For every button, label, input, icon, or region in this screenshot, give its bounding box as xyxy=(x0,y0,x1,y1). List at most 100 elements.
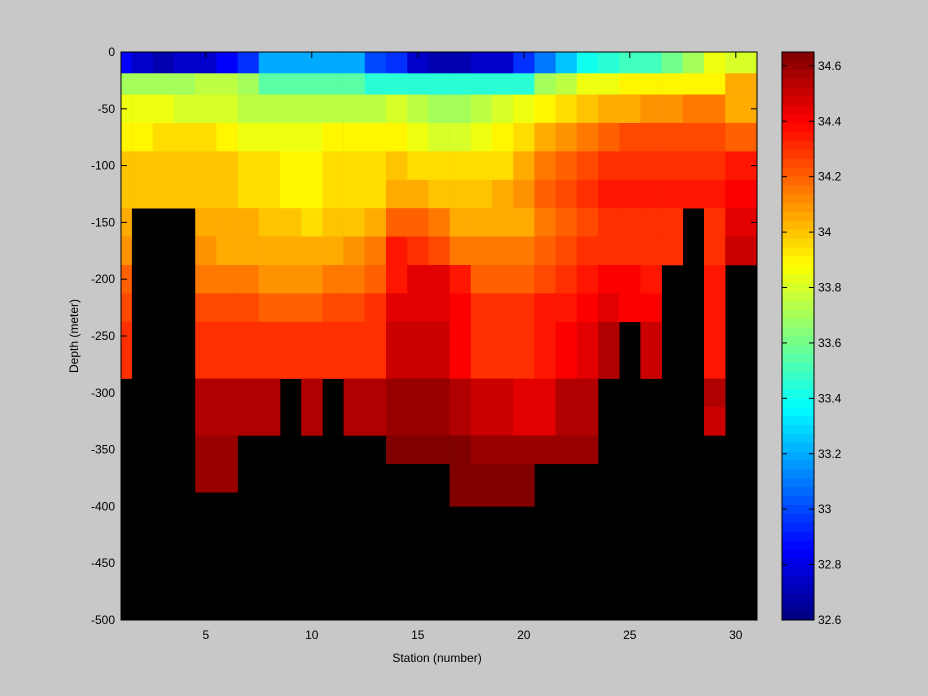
colorbar: 34.6 34.4 34.2 34 33.8 33.6 33.4 33.2 33 32.8 32.6 xyxy=(781,51,842,627)
heatmap-cell xyxy=(492,435,514,465)
heatmap-cell xyxy=(322,350,344,379)
heatmap-cell xyxy=(513,492,535,507)
heatmap-cell xyxy=(598,293,620,323)
heatmap-cell xyxy=(195,293,217,323)
heatmap-cell xyxy=(492,321,514,351)
heatmap-cell xyxy=(386,435,408,465)
heatmap-cell xyxy=(407,407,429,436)
heatmap-cell xyxy=(428,179,450,209)
heatmap-cell xyxy=(280,236,302,266)
colorbar-segment xyxy=(782,522,814,532)
heatmap-cell xyxy=(682,151,705,181)
colorbar-segment xyxy=(782,424,814,434)
heatmap-cell xyxy=(301,321,323,351)
heatmap-cell xyxy=(343,293,366,323)
x-tick-label: 15 xyxy=(411,628,425,642)
heatmap-cell xyxy=(152,151,175,181)
heatmap-cell xyxy=(364,265,387,294)
heatmap-cell xyxy=(640,179,662,209)
heatmap-cell xyxy=(619,179,641,209)
colorbar-segment xyxy=(782,131,814,142)
heatmap-cell xyxy=(534,123,556,152)
colorbar-frame xyxy=(781,51,815,621)
heatmap-cell xyxy=(534,435,556,465)
heatmap-cell xyxy=(704,321,726,351)
heatmap-cell xyxy=(174,52,196,74)
heatmap-cell xyxy=(364,73,387,95)
heatmap-cell xyxy=(237,179,260,209)
colorbar-tick-label: 34 xyxy=(818,225,832,239)
heatmap-cell xyxy=(513,463,535,493)
heatmap-cell xyxy=(555,151,578,181)
heatmap-cell xyxy=(152,179,175,209)
heatmap-cell xyxy=(513,179,535,209)
colorbar-segment xyxy=(782,140,814,150)
heatmap-cell xyxy=(640,236,662,266)
heatmap-cell xyxy=(470,378,493,408)
colorbar-segment xyxy=(782,52,814,62)
colorbar-segment xyxy=(782,220,814,230)
heatmap-cell xyxy=(280,208,302,237)
heatmap-cell xyxy=(576,151,599,181)
heatmap-cell xyxy=(470,492,493,507)
heatmap-cell xyxy=(725,123,758,152)
heatmap-cell xyxy=(598,73,620,95)
heatmap-cell xyxy=(407,151,429,181)
heatmap-cell xyxy=(195,52,217,74)
heatmap-cell xyxy=(195,350,217,379)
heatmap-cell xyxy=(407,435,429,465)
y-tick-label: -350 xyxy=(91,443,115,457)
colorbar-segment xyxy=(782,229,814,239)
heatmap-cell xyxy=(619,236,641,266)
heatmap-cell xyxy=(280,179,302,209)
heatmap-cell xyxy=(449,293,472,323)
heatmap-cell xyxy=(407,179,429,209)
heatmap-cell xyxy=(492,151,514,181)
heatmap-cell xyxy=(386,208,408,237)
heatmap-cell xyxy=(513,151,535,181)
colorbar-segment xyxy=(782,566,814,576)
heatmap-cell xyxy=(174,94,196,124)
colorbar-segment xyxy=(782,433,814,443)
heatmap-cell xyxy=(513,350,535,379)
heatmap-cell xyxy=(576,350,599,379)
colorbar-tick-label: 33.6 xyxy=(818,336,842,350)
colorbar-tick-label: 33 xyxy=(818,502,832,516)
heatmap-cell xyxy=(534,378,556,408)
colorbar-segment xyxy=(782,114,814,124)
colorbar-segment xyxy=(782,265,814,275)
heatmap-cell xyxy=(121,236,132,266)
heatmap-cell xyxy=(576,73,599,95)
heatmap-cell xyxy=(237,123,260,152)
heatmap-cell xyxy=(280,123,302,152)
heatmap-cell xyxy=(301,236,323,266)
heatmap-cell xyxy=(576,236,599,266)
heatmap-cell xyxy=(661,94,684,124)
heatmap-cell xyxy=(534,94,556,124)
heatmap-cell xyxy=(343,151,366,181)
heatmap-cell xyxy=(470,236,493,266)
heatmap-cell xyxy=(121,123,132,152)
heatmap-cell xyxy=(470,52,493,74)
heatmap-cell xyxy=(322,52,344,74)
heatmap-cell xyxy=(449,321,472,351)
colorbar-segment xyxy=(782,611,814,621)
heatmap-cell xyxy=(555,179,578,209)
colorbar-segment xyxy=(782,300,814,310)
heatmap-cell xyxy=(195,236,217,266)
heatmap-cell xyxy=(322,94,344,124)
heatmap-cell xyxy=(534,236,556,266)
heatmap-cell xyxy=(704,73,726,95)
heatmap-cell xyxy=(576,94,599,124)
heatmap-cell xyxy=(598,52,620,74)
heatmap-cell xyxy=(407,208,429,237)
heatmap-cell xyxy=(343,265,366,294)
heatmap-cell xyxy=(216,378,238,408)
colorbar-segment xyxy=(782,60,814,71)
heatmap-cell xyxy=(682,94,705,124)
colorbar-segment xyxy=(782,202,814,213)
heatmap-cell xyxy=(470,123,493,152)
heatmap-cell xyxy=(428,265,450,294)
colorbar-tick-label: 33.8 xyxy=(818,281,842,295)
heatmap-cell xyxy=(576,179,599,209)
